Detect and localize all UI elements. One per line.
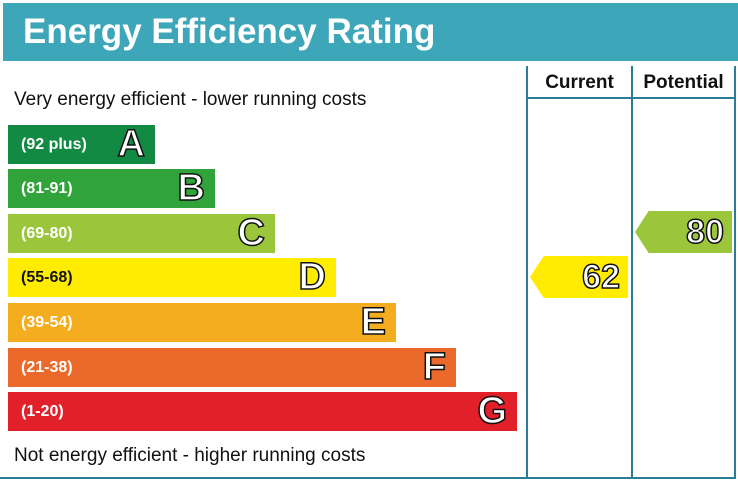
- band-b: (81-91) B: [8, 166, 215, 210]
- band-a: (92 plus) A: [8, 122, 155, 166]
- band-range: (69-80): [21, 225, 73, 242]
- column-header-potential: Potential: [643, 72, 724, 93]
- band-range: (92 plus): [21, 136, 87, 153]
- top-note: Very energy efficient - lower running co…: [14, 89, 367, 110]
- band-letter: C: [237, 211, 266, 255]
- chart-title: Energy Efficiency Rating: [3, 3, 738, 61]
- band-letter: B: [177, 166, 206, 210]
- band-e: (39-54) E: [8, 300, 396, 344]
- band-d: (55-68) D: [8, 255, 336, 299]
- bottom-line: [0, 477, 736, 479]
- band-range: (81-91): [21, 180, 73, 197]
- band-letter: F: [422, 345, 447, 389]
- band-range: (21-38): [21, 359, 73, 376]
- band-letter: E: [360, 300, 387, 344]
- potential-rating-arrow: 80: [635, 211, 732, 253]
- band-f: (21-38) F: [8, 345, 456, 389]
- column-header-current: Current: [545, 72, 614, 93]
- band-range: (55-68): [21, 269, 73, 286]
- band-letter: D: [298, 255, 327, 299]
- divider-middle: [631, 66, 633, 479]
- band-letter: G: [477, 389, 508, 433]
- bottom-note: Not energy efficient - higher running co…: [14, 445, 366, 466]
- divider-right: [734, 66, 736, 479]
- divider-left: [526, 66, 528, 479]
- current-rating-value: 62: [581, 257, 620, 297]
- potential-rating-value: 80: [685, 212, 724, 252]
- band-range: (39-54): [21, 314, 73, 331]
- column-header-line: [526, 97, 736, 99]
- band-c: (69-80) C: [8, 211, 275, 255]
- current-rating-arrow: 62: [530, 256, 628, 298]
- band-letter: A: [117, 122, 146, 166]
- band-range: (1-20): [21, 403, 64, 420]
- band-g: (1-20) G: [8, 389, 517, 433]
